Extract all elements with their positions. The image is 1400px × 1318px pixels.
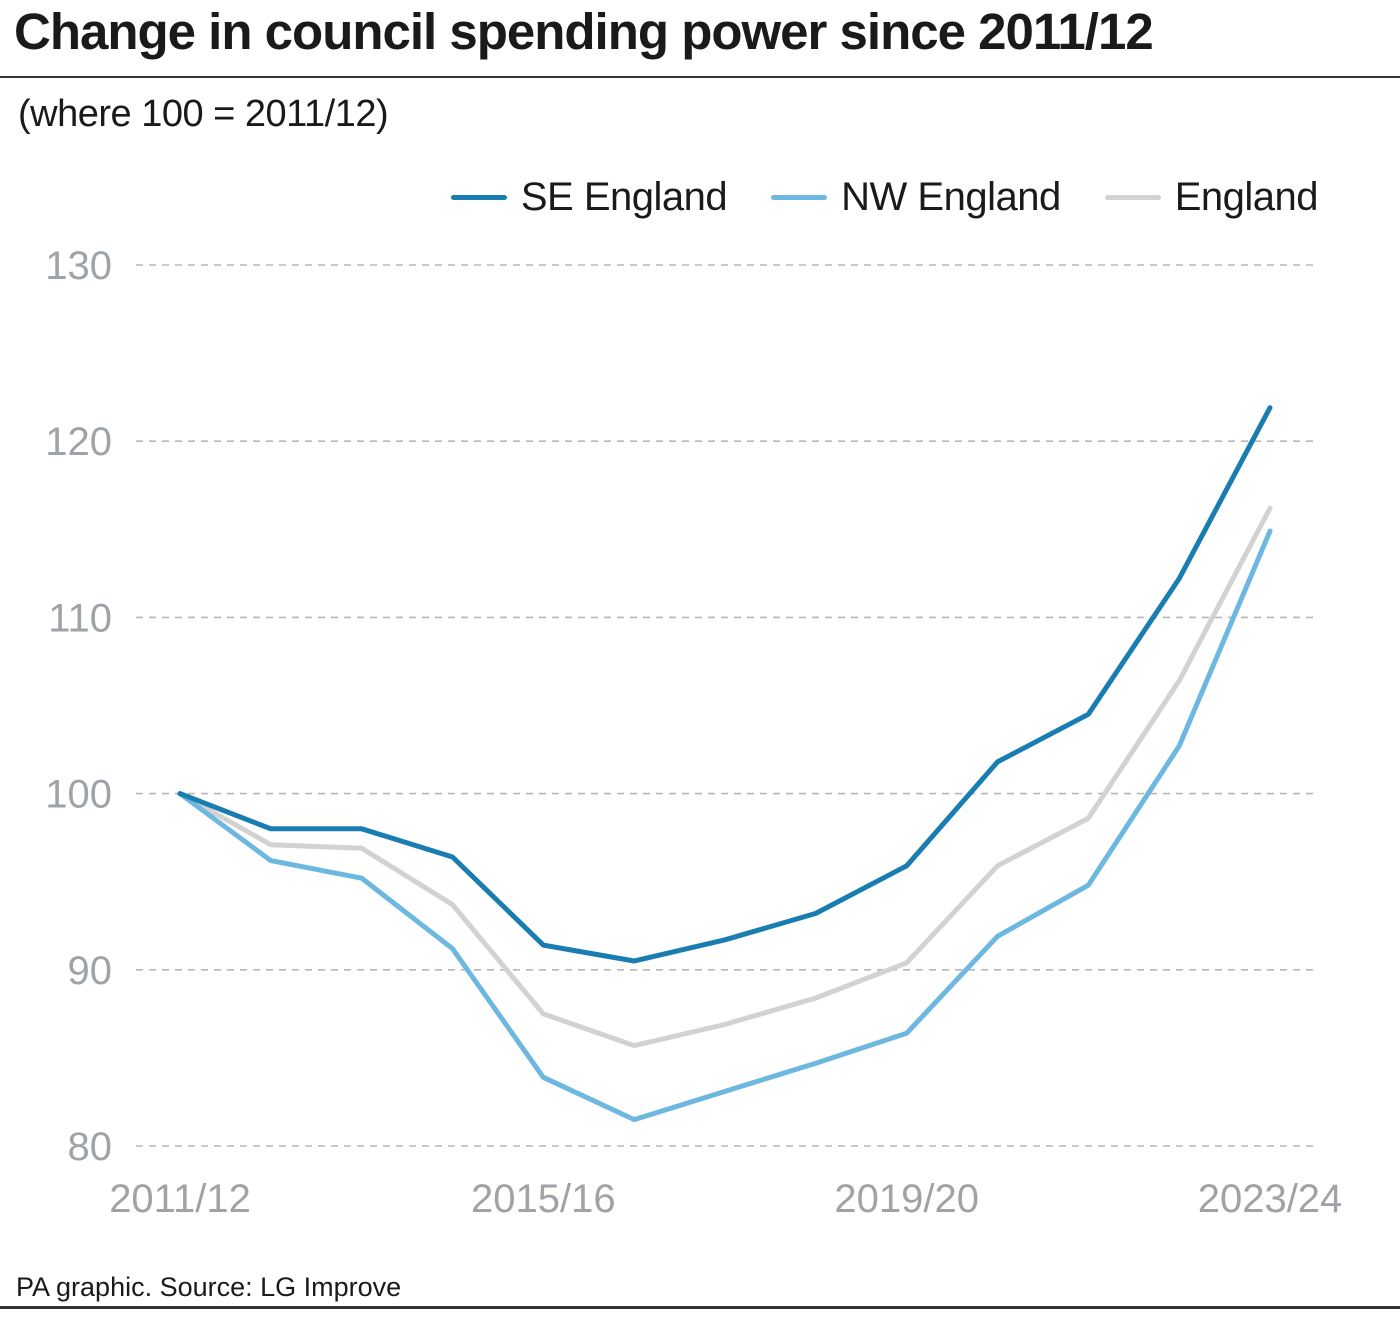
x-tick-label: 2015/16 xyxy=(471,1177,616,1221)
bottom-divider xyxy=(0,1306,1400,1309)
legend: SE England NW England England xyxy=(450,172,1319,222)
source-note: PA graphic. Source: LG Improve xyxy=(16,1272,402,1302)
legend-swatch-england xyxy=(1104,194,1161,200)
legend-swatch-nw-england xyxy=(771,194,828,200)
legend-label-england: England xyxy=(1174,174,1319,219)
legend-swatch-se-england xyxy=(450,194,507,200)
top-divider xyxy=(0,76,1400,78)
y-tick-label: 100 xyxy=(45,773,112,817)
legend-item-nw-england: NW England xyxy=(771,175,1061,220)
y-tick-label: 120 xyxy=(45,420,112,464)
y-tick-label: 80 xyxy=(68,1125,113,1169)
legend-label-nw-england: NW England xyxy=(841,174,1061,219)
x-tick-label: 2011/12 xyxy=(109,1177,251,1221)
chart-subtitle: (where 100 = 2011/12) xyxy=(18,93,389,135)
series-line-england xyxy=(177,505,1273,1049)
legend-item-england: England xyxy=(1104,174,1319,220)
chart-title: Change in council spending power since 2… xyxy=(14,3,1154,60)
x-tick-label: 2023/24 xyxy=(1198,1177,1343,1221)
y-tick-label: 110 xyxy=(48,596,112,640)
x-tick-label: 2019/20 xyxy=(834,1177,979,1221)
legend-label-se-england: SE England xyxy=(520,174,728,219)
y-tick-label: 90 xyxy=(68,949,113,993)
series-line-se-england xyxy=(177,405,1273,964)
y-tick-label: 130 xyxy=(45,244,112,288)
series-line-nw-england xyxy=(177,528,1273,1123)
legend-item-se-england: SE England xyxy=(450,174,728,220)
